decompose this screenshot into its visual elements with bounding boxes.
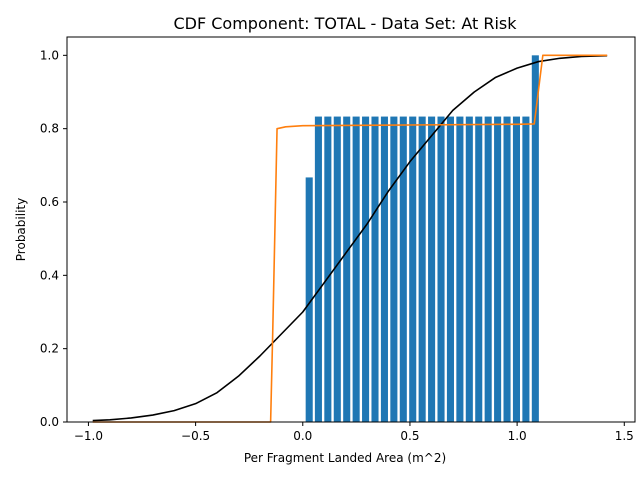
x-axis-label: Per Fragment Landed Area (m^2) [244, 451, 446, 465]
bar-24 [531, 55, 539, 422]
bar-13 [428, 116, 436, 422]
bar-15 [446, 116, 454, 422]
bar-10 [399, 116, 407, 422]
x-tick-label-3: 0.5 [400, 429, 419, 443]
bar-19 [484, 116, 492, 422]
chart-title: CDF Component: TOTAL - Data Set: At Risk [173, 14, 517, 33]
bar-12 [418, 116, 426, 422]
y-tick-label-3: 0.6 [40, 195, 59, 209]
bar-6 [362, 116, 370, 422]
x-axis-ticks: −1.0 −0.5 0.0 0.5 1.0 1.5 [74, 422, 634, 443]
bar-23 [522, 116, 530, 422]
x-tick-label-1: −0.5 [181, 429, 210, 443]
x-tick-label-2: 0.0 [293, 429, 312, 443]
bar-22 [512, 116, 520, 422]
y-tick-label-1: 0.2 [40, 342, 59, 356]
cdf-line-0 [92, 54, 608, 422]
bar-7 [371, 116, 379, 422]
bar-16 [456, 116, 464, 422]
y-axis-label: Probability [14, 198, 28, 261]
bar-11 [409, 116, 417, 422]
bar-2 [324, 116, 332, 422]
bar-9 [390, 116, 398, 422]
bar-8 [380, 116, 388, 422]
bar-17 [465, 116, 473, 422]
bar-5 [352, 116, 360, 422]
bar-1 [314, 116, 322, 422]
x-tick-label-4: 1.0 [508, 429, 527, 443]
y-tick-label-0: 0.0 [40, 415, 59, 429]
bar-14 [437, 116, 445, 422]
plot-frame [66, 36, 636, 423]
bar-4 [343, 116, 351, 422]
y-tick-label-2: 0.4 [40, 268, 59, 282]
y-tick-label-5: 1.0 [40, 48, 59, 62]
lines-layer [92, 54, 608, 423]
y-axis-ticks: 0.0 0.2 0.4 0.6 0.8 1.0 [40, 48, 67, 429]
bar-20 [494, 116, 502, 422]
bar-0 [305, 177, 313, 422]
x-tick-label-5: 1.5 [615, 429, 634, 443]
y-tick-label-4: 0.8 [40, 122, 59, 136]
bar-21 [503, 116, 511, 422]
cdf-line-1 [92, 54, 608, 423]
bar-3 [333, 116, 341, 422]
bars-layer [305, 55, 539, 422]
x-tick-label-0: −1.0 [74, 429, 103, 443]
bar-18 [475, 116, 483, 422]
